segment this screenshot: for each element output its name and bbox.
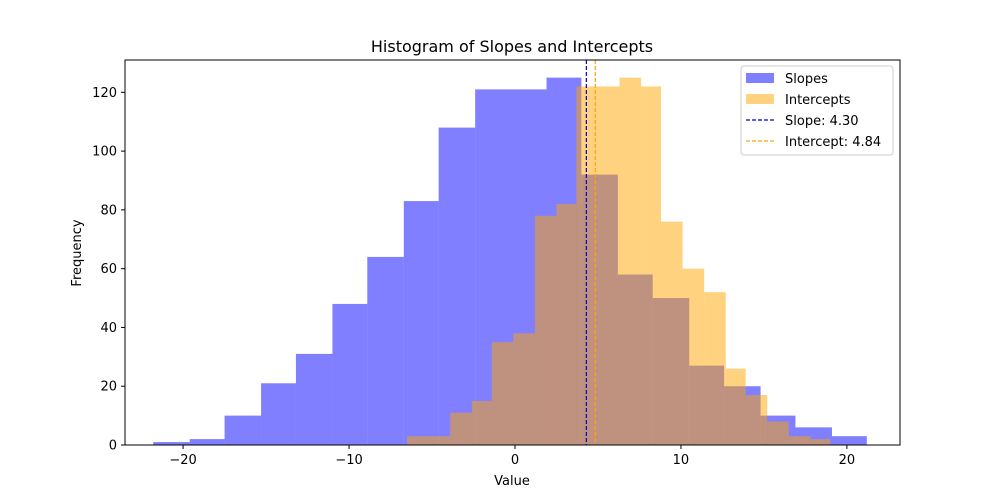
histogram-bar [403, 201, 439, 445]
histogram-bar [295, 353, 333, 445]
histogram-bar [332, 303, 368, 445]
histogram-bar [788, 436, 811, 445]
series-intercepts [407, 77, 831, 445]
y-axis-label: Frequency [70, 219, 85, 286]
histogram-bar [831, 436, 867, 445]
plot-area-frame [124, 59, 901, 446]
legend-swatch [746, 73, 774, 83]
legend-swatch [746, 94, 774, 104]
histogram-bar [367, 256, 404, 445]
histogram-bar [534, 215, 557, 445]
y-tick-label: 120 [92, 86, 117, 101]
y-axis-ticks: 0 20 40 60 80 100 120 [92, 86, 125, 454]
x-tick-label: 20 [839, 453, 856, 468]
histogram-bar [704, 292, 726, 445]
histogram-bar [767, 421, 789, 445]
histogram-bar [556, 204, 577, 445]
histogram-bar [810, 439, 831, 445]
legend: Slopes Intercepts Slope: 4.30 Intercept: 4.… [740, 65, 894, 156]
x-axis-label: Value [494, 474, 530, 489]
histogram-bar [438, 127, 476, 445]
histogram-bar [619, 77, 642, 445]
x-tick-label: 0 [511, 453, 519, 468]
histogram-bar [745, 395, 768, 445]
legend-label: Intercept: 4.84 [785, 135, 881, 150]
histogram-bar [153, 442, 190, 445]
legend-label: Slope: 4.30 [785, 114, 859, 129]
histogram-bar [491, 342, 514, 445]
bars-layer [153, 77, 867, 445]
y-tick-label: 20 [100, 380, 117, 395]
histogram-bar [597, 86, 620, 445]
histogram-bar [450, 412, 472, 445]
histogram-bar [661, 221, 683, 445]
histogram-bar [224, 415, 262, 445]
histogram-bar [576, 86, 598, 445]
y-tick-label: 80 [100, 203, 117, 218]
histogram-bar [261, 383, 296, 445]
histogram-bar [407, 436, 451, 445]
legend-frame [740, 65, 894, 156]
x-axis-ticks: −20 −10 0 10 20 [169, 445, 855, 468]
legend-label: Slopes [785, 72, 828, 87]
histogram-bar [513, 333, 535, 445]
histogram-bar [189, 439, 225, 445]
histogram-bar [725, 368, 746, 445]
histogram-bar [682, 268, 705, 445]
y-tick-label: 60 [100, 262, 117, 277]
x-tick-label: 10 [673, 453, 690, 468]
x-tick-label: −20 [169, 453, 196, 468]
x-tick-label: −10 [335, 453, 362, 468]
legend-label: Intercepts [785, 93, 851, 108]
histogram-bar [471, 400, 492, 445]
histogram-bar [641, 86, 662, 445]
y-tick-label: 40 [100, 321, 117, 336]
y-tick-label: 0 [109, 439, 117, 454]
legend-items: Slopes Intercepts Slope: 4.30 Intercept: 4.… [746, 72, 881, 150]
y-tick-label: 100 [92, 145, 117, 160]
chart-title: Histogram of Slopes and Intercepts [371, 37, 653, 56]
reference-lines-layer [585, 60, 596, 445]
